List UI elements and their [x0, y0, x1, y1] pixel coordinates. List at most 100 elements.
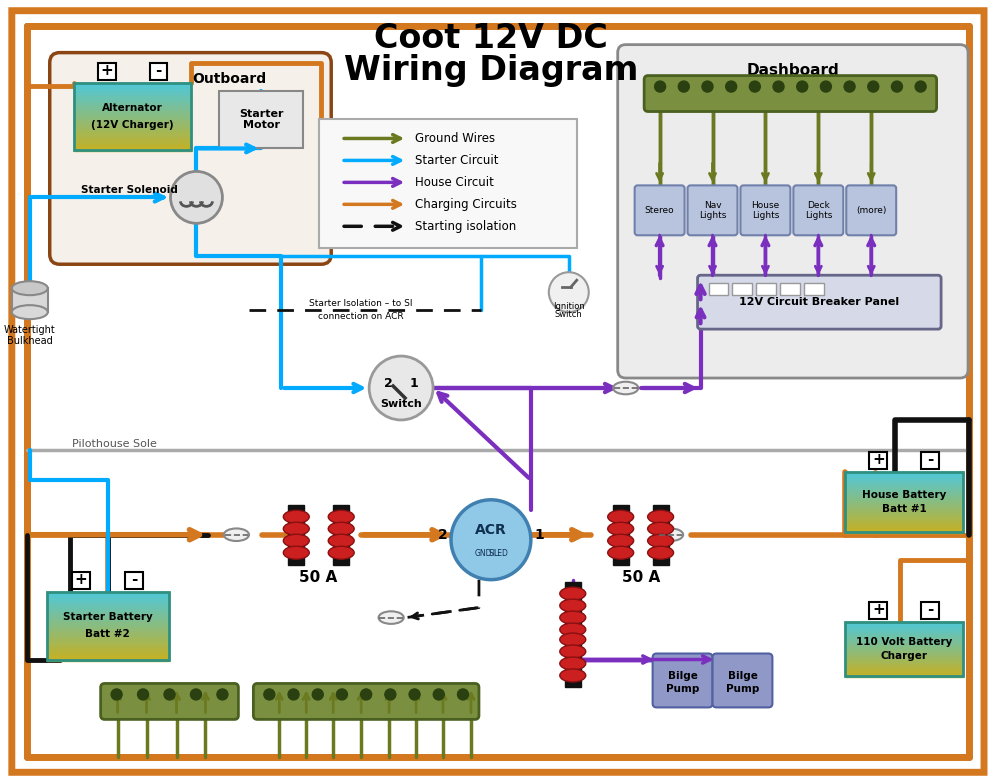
Bar: [47, 629, 169, 633]
FancyBboxPatch shape: [741, 186, 790, 235]
Circle shape: [868, 81, 879, 92]
Bar: [845, 523, 963, 527]
Bar: [845, 529, 963, 532]
Bar: [845, 484, 963, 488]
Bar: [74, 99, 192, 104]
Circle shape: [915, 81, 926, 92]
Bar: [74, 92, 192, 97]
Circle shape: [892, 81, 903, 92]
FancyBboxPatch shape: [698, 275, 941, 329]
Text: Batt #1: Batt #1: [882, 504, 926, 514]
Ellipse shape: [648, 522, 674, 536]
Text: 1: 1: [410, 377, 418, 389]
Bar: [74, 82, 192, 87]
Bar: [845, 627, 963, 631]
Bar: [845, 638, 963, 642]
Bar: [125, 572, 143, 589]
Text: connection on ACR: connection on ACR: [318, 312, 404, 321]
Bar: [97, 63, 115, 80]
Text: Alternator: Alternator: [102, 103, 163, 114]
Circle shape: [451, 500, 531, 579]
Ellipse shape: [607, 522, 633, 536]
Bar: [845, 635, 963, 639]
Text: Starter Isolation – to SI: Starter Isolation – to SI: [309, 298, 413, 308]
Bar: [74, 140, 192, 145]
Bar: [845, 649, 963, 653]
Circle shape: [457, 689, 468, 700]
Bar: [845, 511, 963, 514]
Bar: [845, 624, 963, 628]
Ellipse shape: [560, 623, 585, 636]
Text: 12V Circuit Breaker Panel: 12V Circuit Breaker Panel: [740, 298, 900, 307]
Text: Wiring Diagram: Wiring Diagram: [344, 54, 638, 87]
Ellipse shape: [379, 612, 404, 624]
Text: 50 A: 50 A: [621, 570, 660, 585]
Bar: [47, 633, 169, 637]
Text: Starter
Motor: Starter Motor: [240, 109, 283, 130]
Ellipse shape: [648, 547, 674, 559]
Bar: [47, 622, 169, 626]
Bar: [333, 505, 349, 565]
Circle shape: [137, 689, 148, 700]
Ellipse shape: [328, 547, 354, 559]
Text: +: +: [100, 63, 113, 78]
Ellipse shape: [283, 547, 309, 559]
Bar: [74, 96, 192, 100]
Bar: [47, 619, 169, 623]
Ellipse shape: [658, 529, 683, 541]
Bar: [47, 605, 169, 610]
Text: 110 Volt Battery: 110 Volt Battery: [856, 637, 952, 648]
Bar: [845, 493, 963, 496]
Text: Pump: Pump: [666, 684, 699, 695]
Bar: [845, 499, 963, 503]
Bar: [74, 143, 192, 148]
FancyBboxPatch shape: [634, 186, 685, 235]
Bar: [612, 505, 628, 565]
Bar: [845, 622, 963, 677]
FancyBboxPatch shape: [617, 45, 968, 378]
Bar: [845, 490, 963, 494]
Text: Pilothouse Sole: Pilothouse Sole: [72, 439, 157, 449]
Bar: [845, 630, 963, 633]
FancyBboxPatch shape: [713, 654, 772, 707]
Ellipse shape: [283, 511, 309, 523]
Ellipse shape: [283, 522, 309, 536]
Bar: [845, 508, 963, 512]
Bar: [845, 496, 963, 500]
FancyBboxPatch shape: [50, 52, 331, 264]
Bar: [845, 657, 963, 661]
Bar: [845, 668, 963, 672]
Text: Starter Solenoid: Starter Solenoid: [82, 186, 178, 196]
Text: Pump: Pump: [726, 684, 759, 695]
Bar: [653, 505, 669, 565]
FancyBboxPatch shape: [653, 654, 713, 707]
Bar: [709, 283, 729, 295]
Bar: [47, 656, 169, 661]
Text: 50 A: 50 A: [299, 570, 337, 585]
Ellipse shape: [607, 547, 633, 559]
Bar: [74, 117, 192, 121]
Bar: [845, 487, 963, 491]
FancyBboxPatch shape: [688, 186, 738, 235]
Bar: [845, 671, 963, 675]
Text: Batt #2: Batt #2: [85, 629, 130, 639]
Bar: [149, 63, 167, 80]
Ellipse shape: [283, 534, 309, 547]
Bar: [74, 147, 192, 151]
Text: GND: GND: [474, 549, 492, 558]
FancyBboxPatch shape: [644, 76, 936, 111]
Text: Switch: Switch: [555, 310, 582, 319]
Bar: [74, 123, 192, 128]
Text: Starter Battery: Starter Battery: [63, 612, 152, 622]
Ellipse shape: [648, 534, 674, 547]
Text: Starter Circuit: Starter Circuit: [415, 154, 499, 167]
Bar: [74, 130, 192, 135]
Text: -: -: [926, 453, 933, 467]
Circle shape: [655, 81, 666, 92]
Bar: [47, 595, 169, 600]
Circle shape: [749, 81, 760, 92]
FancyBboxPatch shape: [253, 684, 479, 720]
FancyBboxPatch shape: [846, 186, 897, 235]
Text: 2: 2: [438, 528, 448, 542]
Bar: [845, 666, 963, 669]
